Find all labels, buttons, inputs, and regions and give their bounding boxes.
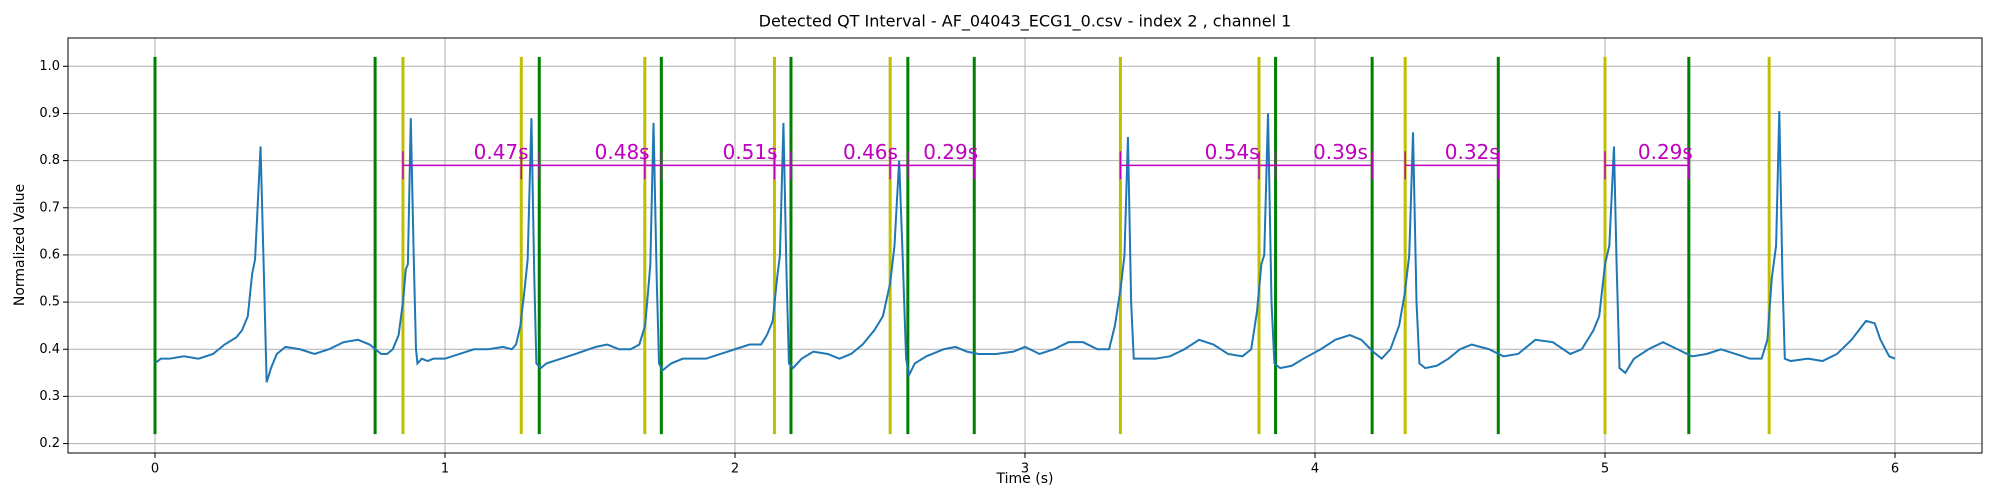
y-tick-label: 0.9 bbox=[39, 106, 60, 121]
y-tick-label: 0.3 bbox=[39, 389, 60, 404]
interval-label: 0.46s bbox=[843, 140, 898, 164]
y-axis-label: Normalized Value bbox=[12, 184, 28, 306]
y-tick-label: 0.4 bbox=[39, 342, 60, 357]
y-tick-label: 0.8 bbox=[39, 153, 60, 168]
y-tick-label: 1.0 bbox=[39, 59, 60, 74]
interval-label: 0.39s bbox=[1313, 140, 1368, 164]
plot-frame bbox=[67, 37, 1983, 454]
x-tick-label: 3 bbox=[1021, 462, 1029, 477]
x-tick-label: 6 bbox=[1891, 462, 1899, 477]
x-tick-label: 1 bbox=[441, 462, 449, 477]
x-tick-label: 0 bbox=[151, 462, 159, 477]
signal-line bbox=[154, 111, 1896, 383]
x-tick-label: 2 bbox=[731, 462, 739, 477]
interval-label: 0.32s bbox=[1445, 140, 1500, 164]
y-tick-label: 0.2 bbox=[39, 436, 60, 451]
interval-label: 0.48s bbox=[595, 140, 650, 164]
interval-label: 0.29s bbox=[1638, 140, 1693, 164]
y-tick-label: 0.7 bbox=[39, 200, 60, 215]
chart-title: Detected QT Interval - AF_04043_ECG1_0.c… bbox=[759, 12, 1292, 32]
interval-label: 0.29s bbox=[923, 140, 978, 164]
interval-label: 0.54s bbox=[1205, 140, 1260, 164]
y-tick-label: 0.6 bbox=[39, 247, 60, 262]
x-tick-label: 4 bbox=[1311, 462, 1319, 477]
y-tick-label: 0.5 bbox=[39, 295, 60, 310]
x-axis-label: Time (s) bbox=[996, 471, 1054, 487]
interval-label: 0.47s bbox=[474, 140, 529, 164]
x-tick-label: 5 bbox=[1601, 462, 1609, 477]
interval-label: 0.51s bbox=[723, 140, 778, 164]
